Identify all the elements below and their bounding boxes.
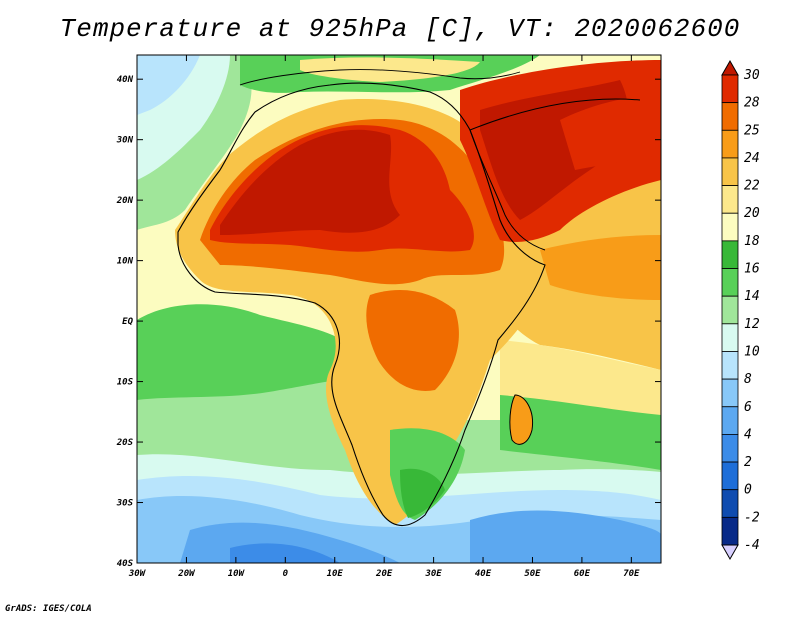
colorbar-label: 12 [744,317,760,332]
colorbar-swatch [722,407,738,435]
x-tick-label: 60E [574,569,591,579]
colorbar-swatch [722,130,738,158]
colorbar-swatch [722,269,738,297]
x-tick-label: 30W [128,569,147,579]
colorbar-swatch [722,296,738,324]
colorbar-label: 28 [744,96,760,111]
colorbar-label: 6 [744,400,752,415]
y-tick-label: 40N [117,75,134,85]
x-tick-label: 30E [424,569,442,579]
colorbar-label: -2 [744,510,760,525]
colorbar-swatch [722,324,738,352]
x-tick-label: 20W [177,569,196,579]
y-tick-label: 30S [116,499,134,509]
temperature-field [137,55,661,563]
y-tick-label: EQ [122,317,133,327]
y-tick-label: 30N [116,136,134,146]
colorbar-swatch [722,517,738,545]
map-chart: 30W 20W 10W 0 10E 20E 30E 40E 50E 60E 70E 40N30N20… [0,0,800,618]
grads-credit: GrADS: IGES/COLA [5,604,92,614]
colorbar-swatch [722,158,738,186]
colorbar-swatch [722,490,738,518]
y-tick-label: 20N [116,196,134,206]
colorbar-swatch [722,379,738,407]
colorbar-top-arrow [722,61,738,75]
colorbar-label: 14 [744,289,760,304]
x-tick-label: 10E [327,569,344,579]
colorbar-label: 25 [744,123,760,138]
colorbar-swatch [722,434,738,462]
colorbar-label: 20 [744,206,760,221]
colorbar-label: -4 [744,538,760,553]
colorbar-label: 10 [744,344,760,359]
colorbar-swatch [722,241,738,269]
y-tick-label: 20S [116,438,134,448]
colorbar-swatch [722,351,738,379]
y-tick-label: 10S [117,378,134,388]
x-tick-label: 10W [228,569,246,579]
colorbar-swatch [722,103,738,131]
colorbar-swatch [722,213,738,241]
x-tick-label: 0 [283,569,289,579]
colorbar-label: 30 [743,68,760,83]
colorbar-swatch [722,462,738,490]
y-tick-label: 10N [117,257,134,267]
x-tick-label: 50E [524,569,541,579]
x-tick-label: 20E [375,569,393,579]
colorbar-label: 4 [744,427,752,442]
y-tick-label: 40S [117,559,134,569]
colorbar-swatch [722,75,738,103]
colorbar-label: 2 [744,455,752,470]
colorbar-label: 16 [744,262,760,277]
x-tick-label: 40E [475,569,492,579]
colorbar-label: 24 [744,151,760,166]
colorbar-label: 18 [744,234,760,249]
x-tick-label: 70E [623,569,640,579]
colorbar-swatch [722,186,738,214]
colorbar-label: 0 [744,483,752,498]
colorbar-label: 8 [744,372,752,387]
colorbar-bottom-arrow [722,545,738,559]
colorbar-label: 22 [744,179,760,194]
